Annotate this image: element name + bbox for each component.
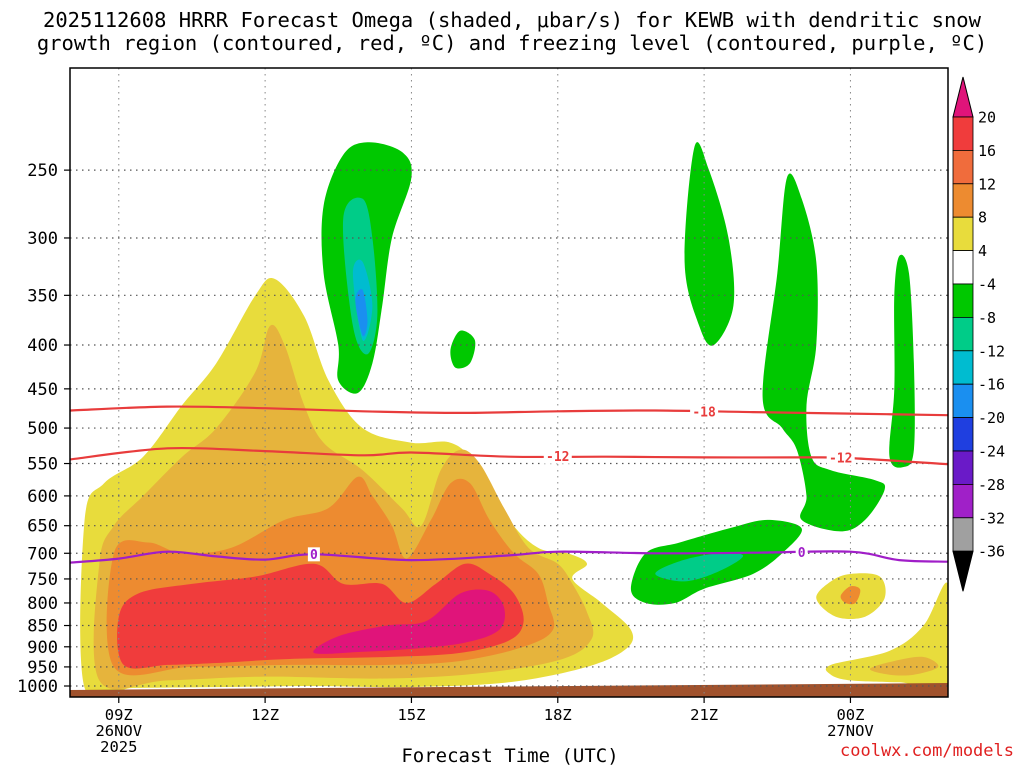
y-tick-label-600: 600 — [27, 487, 58, 507]
x-tick-label-9-2: 2025 — [100, 738, 137, 756]
colorbar-bin-9 — [952, 417, 974, 452]
contour-label-2: -12 — [829, 452, 852, 467]
colorbar-bin-6 — [952, 316, 974, 352]
colorbar-bin-11 — [952, 483, 974, 519]
colorbar-label-12: -32 — [978, 509, 1005, 527]
colorbar-bin-4 — [952, 250, 974, 285]
colorbar-bin-7 — [952, 350, 974, 385]
x-tick-label-18-0: 18Z — [544, 706, 572, 724]
colorbar-label-5: -4 — [978, 276, 996, 294]
colorbar-label-11: -28 — [978, 476, 1005, 494]
omega-region-sinking-low-b — [655, 552, 744, 582]
colorbar-label-10: -24 — [978, 443, 1005, 461]
colorbar-bin-12 — [952, 517, 974, 552]
x-tick-label-24-1: 27NOV — [827, 722, 874, 740]
terrain-strip — [70, 683, 948, 697]
y-tick-label-550: 550 — [27, 455, 58, 475]
contour-label-bg-4 — [795, 545, 808, 560]
chart-title-line2: growth region (contoured, red, ºC) and f… — [36, 31, 988, 55]
colorbar-bottom-arrow — [952, 550, 974, 592]
credit-text: coolwx.com/models — [840, 741, 1014, 761]
y-tick-label-350: 350 — [27, 286, 58, 306]
y-tick-label-450: 450 — [27, 380, 58, 400]
colorbar-label-0: 20 — [978, 109, 996, 127]
y-tick-label-700: 700 — [27, 544, 58, 564]
colorbar-bin-1 — [952, 149, 974, 185]
y-tick-label-650: 650 — [27, 517, 58, 537]
contour-label-0: -18 — [692, 406, 716, 421]
contour-label-bg-3 — [307, 547, 320, 562]
colorbar: 20 16 12 8 4 -4 -8 -12 -16 -20 -24 -28 -32 -36 — [952, 76, 1005, 592]
omega-region-sinking-upper-1d — [355, 289, 368, 337]
contour-label-4: 0 — [798, 546, 806, 561]
x-tick-label-9-0: 09Z — [105, 706, 133, 724]
colorbar-label-4: 4 — [978, 242, 987, 260]
colorbar-label-1: 16 — [978, 142, 996, 160]
colorbar-label-6: -8 — [978, 309, 996, 327]
colorbar-label-9: -20 — [978, 409, 1005, 427]
omega-region-rising-motion-20-plus — [313, 589, 505, 654]
colorbar-label-7: -12 — [978, 342, 1005, 360]
colorbar-bin-10 — [952, 450, 974, 485]
contour-line-0 — [70, 405, 948, 417]
colorbar-label-3: 8 — [978, 209, 987, 227]
contour-label-bg-0 — [690, 405, 719, 420]
contour-label-bg-2 — [826, 451, 855, 466]
y-tick-label-1000: 1000 — [17, 677, 58, 697]
contour-label-3: 0 — [310, 548, 318, 563]
x-axis-title: Forecast Time (UTC) — [401, 745, 619, 767]
colorbar-label-2: 12 — [978, 175, 996, 193]
colorbar-bin-2 — [952, 183, 974, 218]
omega-region-sinking-blob-small — [450, 330, 476, 369]
colorbar-bin-8 — [952, 383, 974, 419]
omega-region-sinking-upper-3 — [762, 173, 886, 532]
y-tick-label-500: 500 — [27, 419, 58, 439]
y-tick-label-300: 300 — [27, 229, 58, 249]
plot-frame — [69, 67, 949, 698]
contour-line-3 — [70, 550, 948, 564]
omega-region-sinking-upper-2 — [684, 142, 735, 346]
y-tick-label-750: 750 — [27, 570, 58, 590]
x-tick-label-21-0: 21Z — [690, 706, 718, 724]
x-tick-label-15-0: 15Z — [397, 706, 425, 724]
contour-label-1: -12 — [546, 450, 569, 465]
colorbar-bin-0 — [952, 116, 974, 151]
omega-region-rising-motion-small-8 — [840, 586, 861, 605]
colorbar-label-8: -16 — [978, 376, 1005, 394]
colorbar-top-arrow — [952, 76, 974, 118]
contour-label-bg-1 — [543, 449, 572, 464]
colorbar-bin-3 — [952, 216, 974, 251]
x-tick-label-12-0: 12Z — [251, 706, 279, 724]
chart-title-line1: 2025112608 HRRR Forecast Omega (shaded, … — [43, 8, 981, 32]
omega-region-rising-motion-late-8 — [869, 656, 939, 676]
colorbar-label-13: -36 — [978, 543, 1005, 561]
y-tick-label-800: 800 — [27, 594, 58, 614]
colorbar-bin-5 — [952, 283, 974, 318]
y-tick-label-250: 250 — [27, 161, 58, 181]
y-tick-label-400: 400 — [27, 336, 58, 356]
y-tick-label-950: 950 — [27, 658, 58, 678]
contour-line-1 — [70, 446, 948, 466]
y-tick-label-850: 850 — [27, 617, 58, 637]
plot-area: -18 -12 -12 0 0 — [70, 68, 948, 697]
x-tick-label-9-1: 26NOV — [95, 722, 142, 740]
y-tick-label-900: 900 — [27, 638, 58, 658]
x-tick-label-24-0: 00Z — [836, 706, 864, 724]
